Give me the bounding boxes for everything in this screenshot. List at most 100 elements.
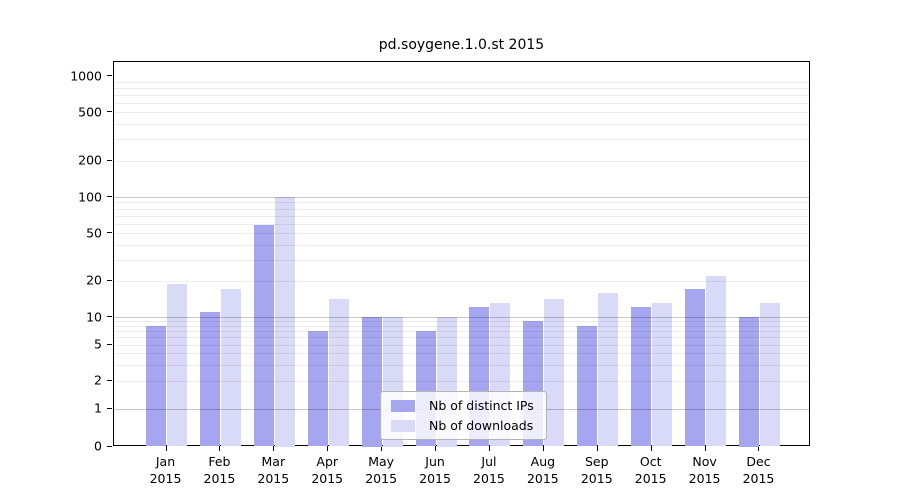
bar-distinct-ips: [738, 317, 759, 447]
legend-label: Nb of downloads: [429, 418, 534, 433]
x-tick-label: Nov 2015: [688, 454, 721, 486]
legend-label: Nb of distinct IPs: [429, 398, 534, 413]
bar-downloads: [167, 283, 187, 447]
y-tick-label: 20: [86, 272, 102, 288]
chart-title: pd.soygene.1.0.st 2015: [378, 37, 545, 53]
x-tick-label: Sep 2015: [580, 454, 613, 486]
bar-downloads: [706, 275, 727, 447]
legend-swatch-downloads: [391, 419, 415, 432]
y-tick-label: 500: [78, 104, 102, 120]
bar-distinct-ips: [631, 307, 652, 447]
y-tick-mark: [107, 111, 112, 113]
gridline-10: [114, 317, 809, 318]
bar-distinct-ips: [199, 312, 220, 447]
x-tick-mark: [273, 446, 275, 451]
x-tick-label: Oct 2015: [634, 454, 667, 486]
y-tick-label: 200: [78, 152, 102, 168]
gridline-100: [114, 197, 809, 198]
bar-downloads: [544, 299, 565, 447]
gridline-3: [114, 364, 809, 366]
bar-downloads: [759, 303, 780, 447]
gridline-50: [114, 233, 809, 235]
y-tick-mark: [107, 316, 112, 317]
gridline-7: [114, 331, 809, 333]
x-tick-mark: [435, 446, 437, 451]
x-tick-label: Jan 2015: [149, 454, 182, 486]
legend: Nb of distinct IPs Nb of downloads: [380, 391, 547, 440]
bar-distinct-ips: [307, 331, 328, 447]
gridline-4: [114, 353, 809, 355]
bar-distinct-ips: [253, 225, 274, 447]
y-tick-mark: [107, 232, 112, 234]
bar-downloads: [598, 292, 619, 447]
gridline-800: [114, 87, 809, 89]
gridline-20: [114, 280, 809, 282]
x-tick-label: Feb 2015: [203, 454, 236, 486]
gridline-400: [114, 124, 809, 126]
gridline-700: [114, 94, 809, 96]
x-tick-mark: [596, 446, 598, 451]
y-tick-label: 100: [78, 189, 102, 204]
gridline-2: [114, 380, 809, 382]
bar-distinct-ips: [685, 289, 706, 447]
y-tick-label: 5: [94, 336, 102, 352]
y-tick-label: 1: [94, 400, 102, 416]
x-tick-mark: [327, 446, 329, 451]
gridline-600: [114, 102, 809, 104]
y-tick-mark: [107, 279, 112, 281]
gridline-8: [114, 325, 809, 327]
x-tick-mark: [704, 446, 706, 451]
x-tick-label: Jun 2015: [419, 454, 451, 486]
y-tick-mark: [107, 445, 112, 447]
y-tick-label: 0: [94, 438, 102, 454]
bar-downloads: [652, 303, 673, 447]
legend-item: Nb of downloads: [391, 418, 534, 433]
y-tick-mark: [107, 75, 112, 76]
y-tick-label: 50: [86, 225, 102, 241]
y-tick-mark: [107, 407, 112, 409]
x-tick-label: Dec 2015: [742, 454, 775, 486]
x-tick-mark: [219, 446, 221, 451]
plot-area: [113, 61, 810, 447]
bar-downloads: [274, 197, 295, 447]
y-tick-mark: [107, 196, 112, 197]
gridline-500: [114, 112, 809, 114]
gridline-90: [114, 202, 809, 204]
y-tick-label: 1000: [70, 68, 102, 83]
y-tick-label: 2: [94, 372, 102, 388]
x-tick-mark: [650, 446, 652, 451]
y-tick-mark: [107, 159, 112, 161]
x-tick-label: Apr 2015: [311, 454, 344, 486]
gridline-70: [114, 215, 809, 217]
x-tick-mark: [758, 446, 760, 451]
bar-distinct-ips: [146, 325, 166, 447]
gridline-300: [114, 139, 809, 141]
x-tick-label: May 2015: [365, 454, 398, 486]
x-tick-label: Mar 2015: [257, 454, 290, 486]
gridline-900: [114, 81, 809, 83]
x-tick-mark: [488, 446, 490, 451]
gridline-5: [114, 344, 809, 346]
gridline-80: [114, 208, 809, 210]
y-tick-label: 10: [86, 309, 102, 324]
bar-distinct-ips: [361, 317, 382, 447]
legend-item: Nb of distinct IPs: [391, 398, 534, 413]
x-tick-label: Aug 2015: [526, 454, 559, 486]
gridline-30: [114, 259, 809, 261]
x-tick-mark: [165, 446, 167, 451]
gridline-200: [114, 160, 809, 162]
bar-downloads: [328, 299, 349, 447]
bar-downloads: [220, 289, 241, 447]
x-tick-mark: [542, 446, 544, 451]
x-tick-mark: [381, 446, 383, 451]
bar-distinct-ips: [577, 325, 598, 447]
gridline-9: [114, 321, 809, 323]
legend-swatch-distinct-ips: [391, 399, 415, 412]
gridline-40: [114, 244, 809, 246]
x-tick-label: Jul 2015: [473, 454, 505, 486]
gridline-60: [114, 223, 809, 225]
gridline-6: [114, 337, 809, 339]
y-tick-mark: [107, 379, 112, 381]
y-tick-mark: [107, 343, 112, 345]
